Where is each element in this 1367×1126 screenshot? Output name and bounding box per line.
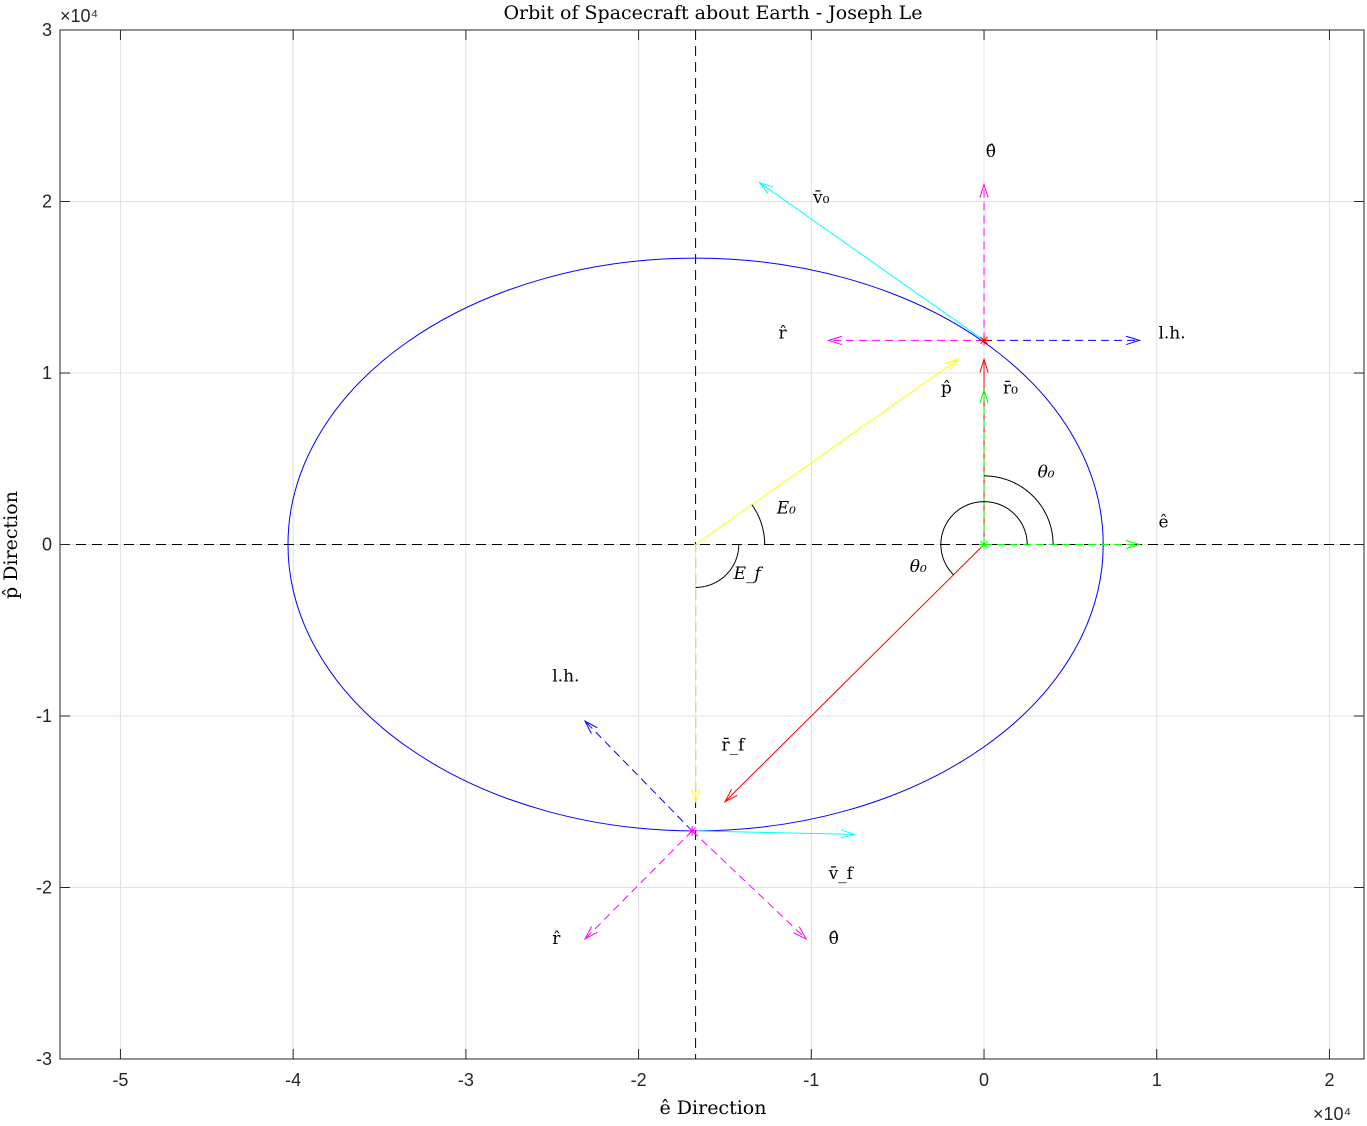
vectors — [583, 181, 1142, 941]
y-tick-label: 3 — [42, 20, 52, 40]
markers — [687, 335, 990, 836]
velocity-initial — [758, 181, 985, 341]
label-r-hat-initial: r̂ — [778, 324, 787, 344]
label-theta0-lower: θ₀ — [910, 557, 927, 577]
label-theta-hat-final: θ̂ — [829, 929, 839, 949]
x-axis-label: ê Direction — [660, 1097, 767, 1119]
x-tick-label: -4 — [285, 1070, 301, 1090]
x-tick-label: 2 — [1324, 1070, 1334, 1090]
theta-hat-final — [691, 830, 808, 941]
y-tick-label: -3 — [36, 1049, 52, 1069]
y-tick-label: 0 — [42, 535, 52, 555]
y-exponent-label: ×10⁴ — [60, 6, 98, 26]
label-lh-initial: l.h. — [1158, 324, 1185, 344]
local-horizontal-initial — [984, 335, 1142, 346]
r-hat-final — [583, 830, 693, 941]
r-hat-initial — [826, 335, 985, 346]
e-hat-focus — [984, 539, 1142, 550]
theta0-arc-inner — [940, 501, 1028, 576]
theta-hat-initial — [979, 182, 989, 341]
x-tick-label: -5 — [112, 1070, 128, 1090]
r-final-vector — [723, 544, 985, 803]
y-tick-label: 2 — [42, 192, 52, 212]
x-tick-label: -3 — [458, 1070, 474, 1090]
label-vf: v̄_f — [828, 864, 855, 884]
x-tick-label: 1 — [1152, 1070, 1162, 1090]
p-hat-vector — [695, 358, 960, 545]
velocity-final — [692, 829, 857, 839]
focus-marker — [979, 539, 990, 550]
x-tick-label: -2 — [631, 1070, 647, 1090]
local-horizontal-final — [583, 719, 693, 832]
y-tick-label: 1 — [42, 363, 52, 383]
label-E0: E₀ — [776, 499, 796, 519]
y-axis-label: p̂ Direction — [0, 491, 22, 599]
label-r0: r̄₀ — [1003, 379, 1018, 399]
p-hat-focus — [979, 388, 989, 545]
label-rf: r̄_f — [721, 735, 746, 755]
Ef-arc — [695, 544, 740, 588]
x-exponent-label: ×10⁴ — [1313, 1104, 1351, 1124]
y-tick-label: -2 — [36, 878, 52, 898]
label-theta0-upper: θ₀ — [1038, 463, 1055, 483]
final-position-marker — [687, 825, 698, 836]
label-p-hat: p̂ — [941, 379, 952, 399]
x-tick-label: -1 — [803, 1070, 819, 1090]
label-v0: v̄₀ — [812, 188, 830, 208]
label-theta-hat-initial: θ̂ — [986, 142, 996, 162]
E0-arc — [751, 504, 766, 545]
label-lh-final: l.h. — [552, 667, 579, 687]
annotations: θ̂ v̄₀ r̂ l.h. p̂ r̄₀ θ₀ ê E₀ E_f θ₀ l.h. r̄_f v̄_f r̂… — [552, 142, 1185, 949]
angle-arcs — [695, 475, 1054, 588]
ticks: -5 -4 -3 -2 -1 0 1 2 -3 -2 -1 0 1 2 3 — [36, 20, 1364, 1090]
label-r-hat-final: r̂ — [552, 929, 561, 949]
initial-position-marker — [979, 335, 990, 346]
theta0-arc-outer — [984, 475, 1054, 545]
label-e-hat: ê — [1158, 512, 1168, 532]
x-tick-label: 0 — [979, 1070, 989, 1090]
chart-title: Orbit of Spacecraft about Earth - Joseph… — [503, 2, 922, 24]
y-tick-label: -1 — [36, 706, 52, 726]
label-Ef: E_f — [733, 564, 764, 584]
